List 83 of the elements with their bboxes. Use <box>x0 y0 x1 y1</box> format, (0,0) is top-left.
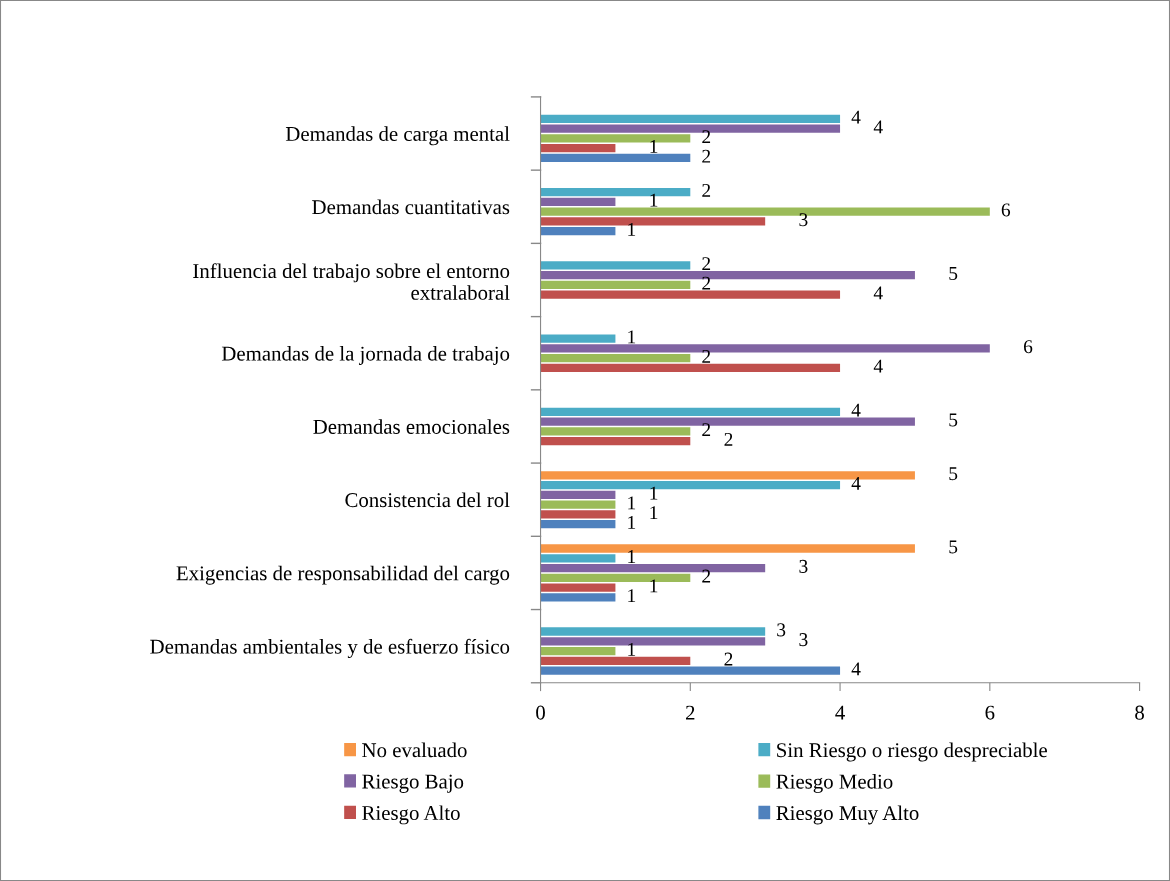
bar <box>540 627 766 636</box>
data-label: 2 <box>724 432 733 446</box>
x-tick-label: 2 <box>686 705 695 720</box>
y-tick-label: Influencia del trabajo sobre el entorno extralaboral <box>193 263 510 300</box>
data-label: 2 <box>702 423 711 437</box>
bar <box>540 510 616 519</box>
x-tick-label: 0 <box>536 705 545 720</box>
bar <box>540 519 616 529</box>
x-tick-label: 8 <box>1135 705 1144 720</box>
bar <box>540 666 841 675</box>
data-label: 6 <box>1023 340 1033 354</box>
data-label: 1 <box>628 330 636 344</box>
legend-label: Sin Riesgo o riesgo despreciable <box>777 742 1047 762</box>
bar <box>540 427 691 436</box>
bar <box>540 290 841 299</box>
data-label: 4 <box>851 403 861 417</box>
data-label: 2 <box>702 130 711 144</box>
bar <box>540 500 616 509</box>
bar <box>540 436 691 446</box>
data-label: 4 <box>873 286 883 300</box>
data-label: 1 <box>650 506 658 520</box>
y-tick-label: Exigencias de responsabilidad del cargo <box>176 565 510 585</box>
bar <box>540 280 691 290</box>
data-label: 2 <box>702 257 711 271</box>
data-label: 5 <box>949 413 958 427</box>
data-label: 4 <box>851 476 861 490</box>
data-label: 2 <box>702 569 711 583</box>
bar <box>540 334 616 343</box>
data-label: 4 <box>851 662 861 676</box>
bar <box>540 114 841 124</box>
data-label: 4 <box>873 120 883 134</box>
data-label: 2 <box>702 183 711 197</box>
data-label: 1 <box>628 496 636 510</box>
y-tick-label: Demandas ambientales y de esfuerzo físico <box>150 638 510 658</box>
y-tick-label: Consistencia del rol <box>345 492 510 508</box>
y-tick-label: Demandas de carga mental <box>285 126 510 146</box>
data-label: 2 <box>724 652 733 666</box>
data-label: 2 <box>702 276 711 290</box>
legend-label: Riesgo Bajo <box>362 774 464 793</box>
bar <box>540 153 691 163</box>
bar <box>540 261 691 270</box>
data-label: 5 <box>949 267 958 280</box>
data-label: 6 <box>1001 203 1011 217</box>
data-label: 3 <box>777 623 786 637</box>
bar <box>540 144 616 153</box>
data-label: 1 <box>650 579 658 593</box>
bar <box>540 583 616 592</box>
bar <box>540 656 691 665</box>
bar <box>540 363 841 373</box>
bar <box>540 554 616 563</box>
data-label: 1 <box>628 515 636 529</box>
bar <box>540 646 616 656</box>
bar <box>540 593 616 602</box>
x-tick-label: 6 <box>985 705 995 720</box>
x-tick-label: 4 <box>835 705 845 720</box>
data-label: 4 <box>851 110 861 124</box>
y-tick-label: Demandas de la jornada de trabajo <box>221 346 510 365</box>
legend-label: Riesgo Medio <box>776 773 893 793</box>
data-label: 5 <box>949 467 958 481</box>
data-label: 2 <box>702 149 711 163</box>
data-label: 1 <box>650 140 658 153</box>
bar <box>540 353 691 363</box>
data-label: 3 <box>799 633 808 647</box>
data-label: 1 <box>650 193 658 207</box>
data-label: 1 <box>628 223 636 236</box>
bar <box>540 197 616 207</box>
data-label: 5 <box>949 540 958 554</box>
data-label: 2 <box>702 349 711 363</box>
bar <box>540 407 841 416</box>
y-tick-label: Demandas emocionales <box>313 419 510 434</box>
bar <box>540 227 616 236</box>
data-label: 1 <box>628 550 636 563</box>
legend-label: Riesgo Muy Alto <box>776 805 919 825</box>
data-label: 1 <box>650 486 658 500</box>
legend-label: No evaluado <box>362 742 467 758</box>
data-label: 1 <box>628 642 636 656</box>
bar <box>540 490 616 499</box>
data-label: 3 <box>799 559 808 573</box>
data-label: 4 <box>873 359 883 373</box>
legend-label: Riesgo Alto <box>362 805 460 825</box>
y-tick-label: Demandas cuantitativas <box>312 199 510 215</box>
data-label: 1 <box>628 589 636 603</box>
data-label: 3 <box>799 213 808 227</box>
